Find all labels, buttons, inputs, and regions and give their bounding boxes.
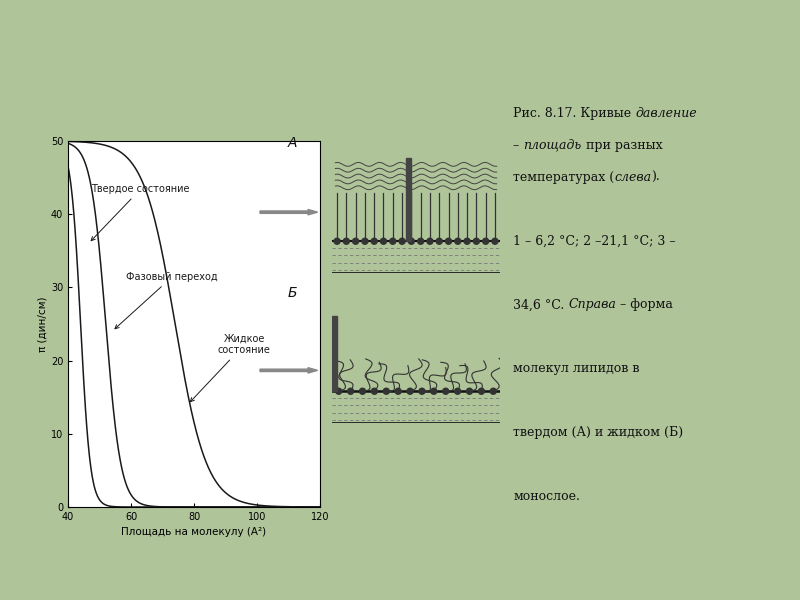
Circle shape	[478, 388, 485, 394]
Circle shape	[464, 238, 470, 244]
Circle shape	[408, 238, 414, 244]
Circle shape	[371, 388, 378, 394]
Text: 34,6 °C.: 34,6 °C.	[514, 298, 569, 311]
Y-axis label: π (дин/см): π (дин/см)	[38, 296, 48, 352]
Text: давление: давление	[635, 107, 697, 120]
Circle shape	[427, 238, 433, 244]
Circle shape	[482, 238, 489, 244]
Circle shape	[454, 388, 461, 394]
Circle shape	[490, 388, 496, 394]
Circle shape	[359, 388, 366, 394]
Circle shape	[407, 388, 413, 394]
Text: молекул липидов в: молекул липидов в	[514, 362, 640, 375]
Circle shape	[353, 238, 358, 244]
Text: Б: Б	[288, 286, 298, 300]
Circle shape	[431, 388, 437, 394]
Text: слева: слева	[614, 170, 651, 184]
Circle shape	[381, 238, 386, 244]
Circle shape	[334, 238, 340, 244]
Circle shape	[454, 238, 461, 244]
Circle shape	[419, 388, 425, 394]
Text: –: –	[514, 139, 523, 152]
Text: Справа: Справа	[569, 298, 616, 311]
Circle shape	[466, 388, 473, 394]
Text: монослое.: монослое.	[514, 490, 580, 503]
Text: твердом (А) и жидком (Б): твердом (А) и жидком (Б)	[514, 426, 683, 439]
Circle shape	[492, 238, 498, 244]
Text: 1 – 6,2 °C; 2 –21,1 °C; 3 –: 1 – 6,2 °C; 2 –21,1 °C; 3 –	[514, 235, 676, 247]
Circle shape	[442, 388, 449, 394]
Text: площадь: площадь	[523, 139, 582, 152]
Circle shape	[383, 388, 390, 394]
Circle shape	[362, 238, 368, 244]
Circle shape	[418, 238, 424, 244]
Text: – форма: – форма	[616, 298, 673, 311]
Circle shape	[436, 238, 442, 244]
Circle shape	[347, 388, 354, 394]
Text: Фазовый переход: Фазовый переход	[115, 272, 218, 329]
Circle shape	[390, 238, 396, 244]
Circle shape	[371, 238, 378, 244]
Circle shape	[474, 238, 479, 244]
Text: Жидкое
состояние: Жидкое состояние	[190, 334, 271, 402]
Text: при разных: при разных	[582, 139, 662, 152]
Text: температурах (: температурах (	[514, 170, 614, 184]
Circle shape	[336, 388, 342, 394]
Text: Рис. 8.17. Кривые: Рис. 8.17. Кривые	[514, 107, 635, 120]
Circle shape	[399, 238, 405, 244]
Circle shape	[343, 238, 350, 244]
Bar	[332, 316, 337, 391]
Circle shape	[446, 238, 451, 244]
Text: Твердое состояние: Твердое состояние	[91, 184, 190, 241]
X-axis label: Площадь на молекулу (А²): Площадь на молекулу (А²)	[122, 527, 266, 538]
Text: ).: ).	[651, 170, 660, 184]
Text: А: А	[288, 136, 298, 150]
Bar	[406, 158, 411, 241]
Circle shape	[395, 388, 401, 394]
